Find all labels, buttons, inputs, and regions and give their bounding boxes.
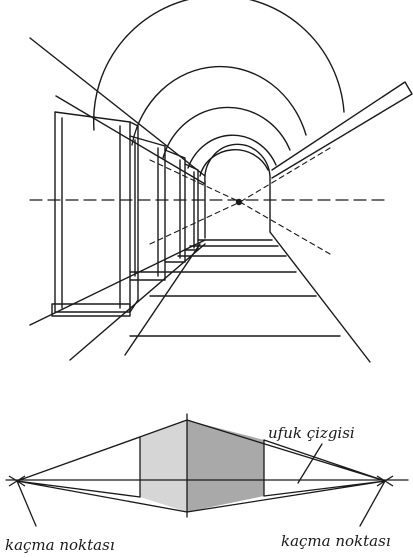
- pillar-4: [184, 163, 199, 251]
- far-doorway: [204, 175, 271, 239]
- left-vp-lines: [16, 419, 188, 513]
- arch-1: [92, 0, 345, 131]
- horizon-leader: [297, 443, 323, 484]
- corridor-convergence-lines: [149, 147, 331, 255]
- right-vanishing-point-label: kaçma noktası: [281, 532, 391, 550]
- floor-lines: [124, 239, 341, 356]
- left-vanishing-point-mark: [8, 475, 26, 487]
- right-vp-lines: [186, 419, 386, 513]
- box-verticals: [139, 413, 265, 518]
- arch-3: [162, 106, 291, 159]
- horizon-line-label: ufuk çizgisi: [268, 424, 355, 442]
- right-cornice: [271, 81, 413, 179]
- right-vanishing-point-mark: [376, 475, 394, 487]
- left-cornice: [29, 37, 206, 177]
- left-vanishing-point-label: kaçma noktası: [5, 536, 115, 554]
- left-wall-base: [29, 239, 206, 361]
- vault-arches: [92, 0, 345, 183]
- corridor-illustration: [29, 0, 413, 363]
- arch-6: [204, 143, 271, 183]
- pillar-3: [164, 149, 186, 263]
- box-right-face: [187, 420, 264, 512]
- right-floor-edge: [269, 231, 371, 363]
- arch-2: [131, 65, 307, 146]
- box-left-face: [140, 420, 187, 512]
- pillar-2: [129, 135, 166, 281]
- pillar-1: [51, 111, 139, 317]
- arch-5: [199, 149, 269, 177]
- right-vp-leader: [359, 480, 386, 527]
- two-point-diagram: ufuk çizgisi kaçma noktası kaçma noktası: [5, 413, 409, 554]
- corridor-vanishing-point: [235, 198, 243, 206]
- arch-4: [187, 134, 277, 169]
- left-vp-leader: [16, 480, 37, 527]
